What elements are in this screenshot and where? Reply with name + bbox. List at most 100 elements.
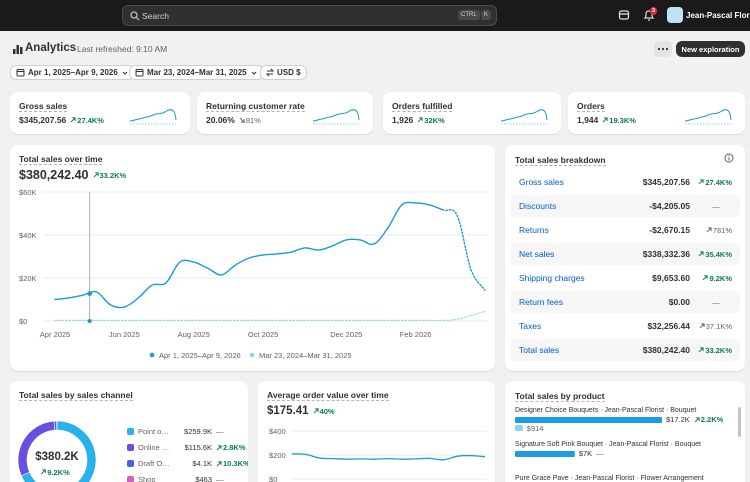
info-icon[interactable] <box>724 153 734 163</box>
chevron-icon <box>251 71 256 75</box>
change: 2.2K% <box>694 415 723 424</box>
change: 9.2K% <box>40 468 70 477</box>
date-filter[interactable]: Apr 1, 2025–Apr 9, 2026 <box>10 65 135 80</box>
change-wrap: 40% <box>309 406 335 416</box>
scrollbar[interactable] <box>738 407 741 437</box>
change-value: — <box>596 449 604 458</box>
change-value: — <box>216 475 224 482</box>
y-tick-label: $40K <box>19 231 37 240</box>
row-value: $338,332.36 <box>642 249 690 259</box>
row-name: Total sales <box>519 345 560 355</box>
headline-value: $175.41 <box>267 405 309 417</box>
search-placeholder: Search <box>142 11 169 21</box>
row-value: $9,653.60 <box>652 273 690 283</box>
card-title: Total sales by product <box>515 391 605 402</box>
bar-value: $17.2K <box>666 415 690 424</box>
legend-label: Apr 1, 2025–Apr 9, 2026 <box>159 351 241 360</box>
store-name[interactable]: Jean-Pascal Florist <box>686 11 750 20</box>
change-value: 33.2K% <box>99 170 127 180</box>
button-label: New exploration <box>681 44 740 54</box>
change: 19.3K% <box>602 116 636 125</box>
legend-swatch <box>127 476 134 482</box>
sparkline <box>501 109 548 125</box>
card-title: Total sales breakdown <box>515 155 606 166</box>
y-tick-label: $60K <box>19 188 37 197</box>
sparkline-line <box>501 109 548 122</box>
arrow-path <box>216 444 222 450</box>
product-name: Pure Grace Pave · Jean-Pascal Florist · … <box>515 475 704 482</box>
notification-badge: 3 <box>650 7 658 15</box>
compare-filter[interactable]: Mar 23, 2024–Mar 31, 2025 <box>129 65 264 80</box>
chevron-icon <box>122 71 128 75</box>
bar-label: $17.2K 2.2K% <box>666 415 723 424</box>
sales-chart-card: Total sales over time $380,242.40 33.2K%… <box>10 145 495 371</box>
product-bar <box>515 417 662 423</box>
change: 2.8K% <box>216 443 246 452</box>
kpi-value: 1,944 <box>577 115 599 125</box>
y-tick-label: $0 <box>269 475 277 482</box>
x-tick-label: Apr 2025 <box>40 330 70 339</box>
change-wrap: 33.2K% <box>89 170 127 180</box>
legend-row: Online … $115.6K 2.8K% <box>127 443 246 452</box>
sparkline <box>685 109 732 125</box>
x-tick-label: Aug 2025 <box>178 330 210 339</box>
arrow-path <box>699 323 705 329</box>
search-box[interactable]: Search CTRL K <box>122 5 497 26</box>
change-value: 10.3K% <box>223 459 248 468</box>
store-icon[interactable] <box>618 9 630 21</box>
donut-slice <box>53 420 58 431</box>
y-tick-label: $0 <box>19 317 27 326</box>
kpi-row: 1,944 19.3K% <box>577 115 636 125</box>
bell-icon[interactable] <box>643 9 655 22</box>
x-tick-label: Dec 2025 <box>330 330 362 339</box>
change-cell: 27.4K% <box>690 178 732 187</box>
store-avatar[interactable] <box>667 7 683 23</box>
kpi-title: Orders <box>577 101 605 112</box>
donut-chart <box>17 420 97 482</box>
currency-filter[interactable]: USD $ <box>260 65 307 80</box>
kpi-value: 20.06% <box>206 115 235 125</box>
analytics-icon <box>13 45 23 54</box>
row-name: Returns <box>519 225 549 235</box>
kpi-row: $345,207.56 27.4K% <box>19 115 104 125</box>
legend-swatch <box>127 428 134 435</box>
product-name: Signature Soft Pink Bouquet · Jean-Pasca… <box>515 441 701 448</box>
y-tick-label: $200 <box>269 451 286 460</box>
legend-swatch <box>127 444 134 451</box>
arrow-path <box>216 460 222 466</box>
change-value: 2.8K% <box>223 443 246 452</box>
aov-chart: $0 $200 $400 <box>269 427 487 482</box>
kpi-card: Orders fulfilled 1,926 32K% <box>383 92 561 134</box>
filter-label: Apr 1, 2025–Apr 9, 2026 <box>28 68 118 77</box>
card-title: Average order value over time <box>267 390 389 401</box>
sparkline-line <box>130 109 177 122</box>
breakdown-row: Taxes $32,256.44 37.1K% <box>510 315 740 337</box>
arrow-path <box>70 117 76 123</box>
calendar-icon <box>135 69 144 77</box>
change-value: 81% <box>245 115 261 125</box>
arrow-path <box>698 179 704 185</box>
change-value: 781% <box>712 225 732 235</box>
new-exploration-button[interactable]: New exploration <box>676 41 745 57</box>
more-button[interactable] <box>654 41 672 57</box>
arrow-path <box>698 347 704 353</box>
change: 9.2K% <box>702 274 732 283</box>
change-value: 37.1K% <box>705 321 732 331</box>
shortcut-key: CTRL <box>458 10 480 20</box>
change-cell: 9.2K% <box>690 274 732 283</box>
arrow-path <box>239 117 245 123</box>
change-value: 35.4K% <box>705 249 732 259</box>
arrow-path <box>93 172 99 178</box>
filter-label: Mar 23, 2024–Mar 31, 2025 <box>147 68 247 77</box>
row-name: Return fees <box>519 297 563 307</box>
row-value: $0.00 <box>668 297 690 307</box>
change: 10.3K% <box>216 459 248 468</box>
aov-line <box>291 453 486 461</box>
filter-label: USD $ <box>277 68 301 77</box>
change: — <box>216 427 224 436</box>
legend-value: $463 <box>195 475 212 482</box>
breakdown-row: Shipping charges $9,653.60 9.2K% <box>510 267 740 289</box>
trend-arrow <box>239 117 245 123</box>
change-cell: 33.2K% <box>690 346 732 355</box>
